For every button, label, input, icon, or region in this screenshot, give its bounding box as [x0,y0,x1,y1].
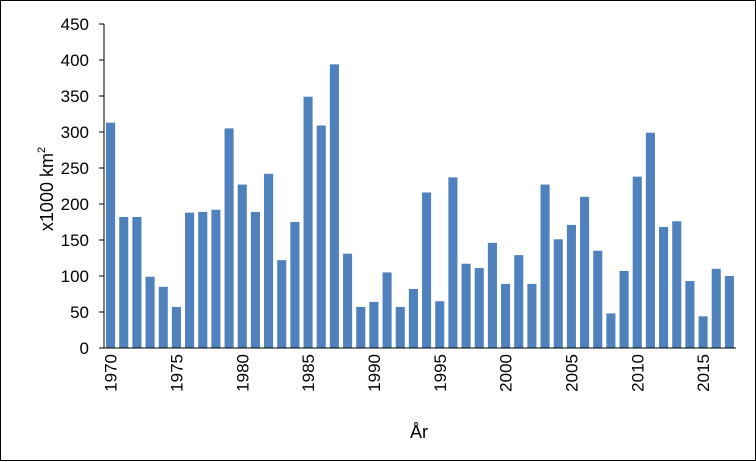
x-tick-label: 1980 [233,354,252,392]
x-tick-label: 2015 [694,354,713,392]
bar-1970 [106,122,116,348]
bar-1981 [250,211,260,348]
bar-2001 [514,255,524,348]
bar-1985 [303,96,313,348]
x-tick-label: 1995 [431,354,450,392]
y-tick-label: 400 [61,51,89,70]
bar-1982 [264,173,274,348]
bar-1977 [198,211,208,348]
bar-1999 [487,242,497,348]
bar-1984 [290,222,300,348]
bar-2002 [527,283,537,348]
y-tick-labels: 0 50 100 150 200 250 300 350 400 450 [61,15,104,358]
x-axis-title: År [410,422,428,442]
bar-1983 [277,260,287,348]
bar-1975 [171,306,181,348]
bar-2005 [566,224,576,348]
bar-1974 [158,286,168,348]
y-tick-label: 150 [61,231,89,250]
axes [103,24,736,349]
bar-2008 [606,313,616,348]
y-tick-label: 450 [61,15,89,34]
bar-2009 [619,270,629,348]
bar-1971 [119,216,129,348]
bar-2016 [711,268,721,348]
bar-2014 [685,281,695,348]
bar-2004 [553,239,563,348]
x-tick-label: 2010 [628,354,647,392]
y-tick-label: 300 [61,123,89,142]
bar-1996 [448,177,458,348]
bar-2017 [724,276,734,348]
bar-2015 [698,316,708,348]
bar-1990 [369,301,379,348]
bar-1973 [145,276,155,348]
bar-1979 [224,128,234,348]
y-tick-label: 0 [80,339,89,358]
x-tick-label: 1975 [167,354,186,392]
bar-1992 [395,306,405,348]
bar-1991 [382,272,392,348]
bar-1994 [422,192,432,348]
bar-2007 [593,250,603,348]
bar-1998 [474,268,484,348]
bar-2000 [501,283,511,348]
bar-1980 [237,184,247,348]
bar-2011 [645,132,655,348]
bar-2006 [580,196,590,348]
y-tick-label: 50 [70,303,89,322]
bar-1993 [408,288,418,348]
x-tick-label: 1990 [365,354,384,392]
x-tick-label: 2005 [562,354,581,392]
bar-1995 [435,301,445,348]
bar-1978 [211,209,221,348]
bar-1988 [343,253,353,348]
x-tick-label: 1970 [102,354,121,392]
y-tick-label: 350 [61,87,89,106]
bar-1987 [329,64,339,348]
bar-2010 [632,176,642,348]
x-tick-label: 1985 [299,354,318,392]
y-axis-title: x1000 km2 [36,147,57,231]
bar-2003 [540,184,550,348]
x-tick-labels: 1970 1975 1980 1985 1990 1995 2000 2005 2010 2015 [102,354,714,392]
bar-2012 [659,227,669,348]
y-tick-label: 250 [61,159,89,178]
bars [106,64,734,349]
y-tick-label: 200 [61,195,89,214]
bar-1997 [461,263,471,348]
bar-1989 [356,306,366,348]
x-tick-label: 2000 [497,354,516,392]
y-tick-label: 100 [61,267,89,286]
bar-2013 [672,221,682,348]
bar-1976 [185,212,195,348]
bar-1972 [132,216,142,348]
bar-1986 [316,125,326,349]
